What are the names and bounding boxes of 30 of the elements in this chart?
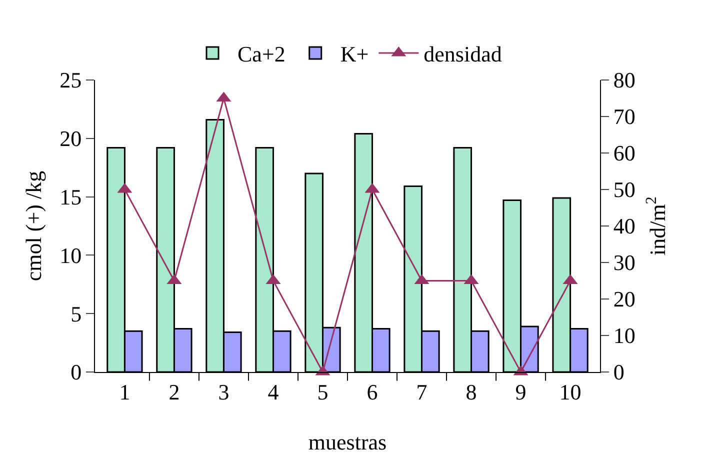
y2-tick-label: 80 <box>613 68 636 93</box>
legend-label: densidad <box>424 42 502 67</box>
y2-tick-label: 50 <box>613 177 636 202</box>
x-tick-label: 9 <box>515 379 526 404</box>
y-tick-label: 5 <box>70 301 82 326</box>
y-tick-label: 20 <box>60 126 82 152</box>
legend-label: K+ <box>340 42 369 67</box>
y2-tick-label: 10 <box>613 323 636 348</box>
x-tick-label: 1 <box>119 379 130 404</box>
x-tick-label: 5 <box>317 379 328 404</box>
y2-tick-label: 70 <box>613 104 636 130</box>
y-tick-label: 25 <box>60 68 82 93</box>
x-tick-label: 6 <box>366 379 378 404</box>
y-tick-label: 0 <box>70 360 82 385</box>
x-tick-label: 4 <box>268 379 279 404</box>
y2-tick-label: 20 <box>613 286 636 312</box>
x-tick-label: 10 <box>559 379 582 404</box>
y-tick-label: 10 <box>60 242 82 268</box>
x-tick-label: 2 <box>168 379 180 404</box>
y2-tick-label: 0 <box>613 360 624 385</box>
x-tick-label: 7 <box>416 379 428 404</box>
legend-label: Ca+2 <box>238 42 286 67</box>
y2-tick-label: 40 <box>613 214 636 239</box>
y2-tick-label: 60 <box>613 140 636 166</box>
y-axis-title: cmol (+) /kg <box>21 170 46 282</box>
x-tick-label: 8 <box>466 379 477 404</box>
x-axis-title: muestras <box>308 429 387 454</box>
y-tick-label: 15 <box>60 184 82 210</box>
x-tick-label: 3 <box>218 379 230 404</box>
y2-tick-label: 30 <box>613 250 636 276</box>
